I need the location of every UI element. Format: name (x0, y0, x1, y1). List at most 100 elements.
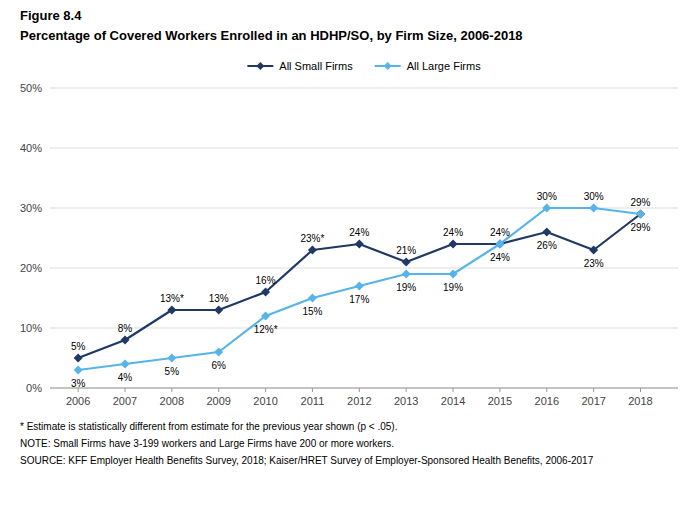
grid (50, 88, 678, 388)
x-tick (499, 388, 500, 392)
data-label: 24% (443, 227, 463, 238)
x-tick (406, 388, 407, 392)
marker (261, 312, 270, 321)
data-label: 8% (118, 323, 133, 334)
x-tick-label: 2007 (113, 395, 137, 407)
y-tick-label: 20% (20, 262, 42, 274)
title: Figure 8.4 (20, 8, 82, 23)
x-tick (546, 388, 547, 392)
legend-label: All Large Firms (407, 60, 481, 72)
legend-item: All Large Firms (375, 60, 481, 72)
data-label: 26% (537, 240, 557, 251)
grid-line (50, 88, 678, 89)
data-label: 5% (71, 341, 86, 352)
subtitle: Percentage of Covered Workers Enrolled i… (20, 28, 523, 43)
marker (355, 240, 364, 249)
x-tick (312, 388, 313, 392)
legend-marker (256, 62, 264, 70)
marker (167, 354, 176, 363)
data-label: 6% (211, 360, 226, 371)
data-label: 13%* (160, 293, 184, 304)
marker (542, 204, 551, 213)
marker (402, 258, 411, 267)
marker (449, 270, 458, 279)
legend-item: All Small Firms (247, 60, 353, 72)
footnote: * Estimate is statistically different fr… (20, 421, 397, 432)
legend-marker (384, 62, 392, 70)
marker (589, 246, 598, 255)
data-label: 16% (256, 275, 276, 286)
x-tick-label: 2015 (488, 395, 512, 407)
footnote: NOTE: Small Firms have 3-199 workers and… (20, 438, 394, 449)
grid-line (50, 148, 678, 149)
marker (636, 210, 645, 219)
x-tick (265, 388, 266, 392)
marker (402, 270, 411, 279)
marker (74, 354, 83, 363)
x-tick-label: 2009 (206, 395, 230, 407)
marker (214, 306, 223, 315)
data-label: 21% (396, 245, 416, 256)
data-label: 30% (584, 191, 604, 202)
x-tick (124, 388, 125, 392)
marker (589, 204, 598, 213)
marker (120, 360, 129, 369)
x-tick-label: 2011 (301, 395, 325, 407)
data-label: 24% (490, 252, 510, 263)
x-tick-label: 2006 (66, 395, 90, 407)
x-tick-label: 2012 (347, 395, 371, 407)
x-axis (50, 388, 678, 389)
data-label: 19% (396, 282, 416, 293)
y-tick-label: 40% (20, 142, 42, 154)
data-label: 29% (630, 222, 650, 233)
data-label: 13% (209, 293, 229, 304)
x-tick (171, 388, 172, 392)
x-tick (640, 388, 641, 392)
y-tick-label: 50% (20, 82, 42, 94)
grid-line (50, 388, 678, 389)
marker (355, 282, 364, 291)
y-tick-label: 0% (26, 382, 42, 394)
x-tick (593, 388, 594, 392)
x-tick-label: 2013 (394, 395, 418, 407)
x-tick-label: 2018 (628, 395, 652, 407)
series-line (78, 208, 640, 370)
x-tick-label: 2010 (253, 395, 277, 407)
data-label: 23% (584, 258, 604, 269)
data-label: 17% (349, 294, 369, 305)
x-tick (218, 388, 219, 392)
marker (636, 210, 645, 219)
data-label: 19% (443, 282, 463, 293)
footnote: SOURCE: KFF Employer Health Benefits Sur… (20, 455, 594, 466)
legend-label: All Small Firms (279, 60, 353, 72)
data-label: 24% (349, 227, 369, 238)
y-tick-label: 10% (20, 322, 42, 334)
series-line (78, 214, 640, 358)
x-tick-label: 2017 (581, 395, 605, 407)
marker (308, 246, 317, 255)
data-label: 24% (490, 227, 510, 238)
data-label: 30% (537, 191, 557, 202)
marker (261, 288, 270, 297)
data-label: 5% (165, 366, 180, 377)
marker (495, 240, 504, 249)
legend: All Small Firms All Large Firms (247, 60, 481, 72)
marker (167, 306, 176, 315)
data-label: 29% (630, 197, 650, 208)
plot-area (74, 204, 645, 375)
data-label: 4% (118, 372, 133, 383)
chart: Figure 8.4 Percentage of Covered Workers … (0, 0, 698, 525)
data-label: 3% (71, 378, 86, 389)
x-tick-label: 2014 (441, 395, 465, 407)
data-label: 12%* (254, 324, 278, 335)
marker (542, 228, 551, 237)
x-tick-label: 2008 (160, 395, 184, 407)
marker (120, 336, 129, 345)
x-tick (359, 388, 360, 392)
x-tick (453, 388, 454, 392)
marker (308, 294, 317, 303)
data-label: 23%* (300, 233, 324, 244)
marker (74, 366, 83, 375)
x-tick-label: 2016 (535, 395, 559, 407)
marker (449, 240, 458, 249)
